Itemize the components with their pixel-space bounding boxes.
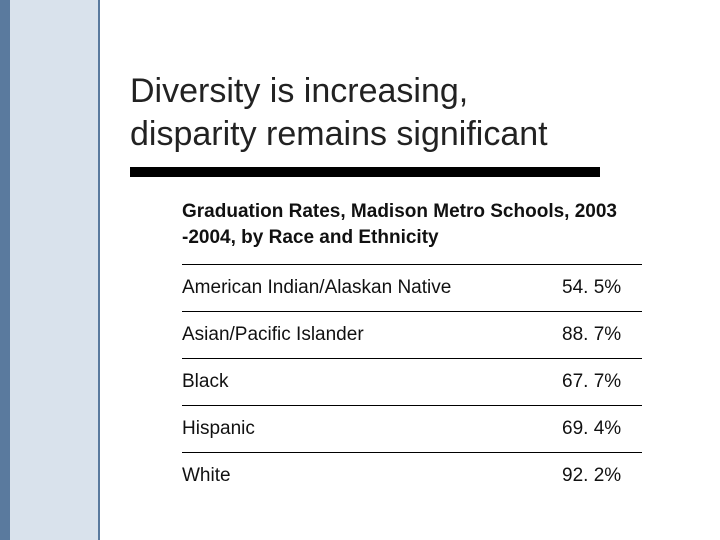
title-line-2: disparity remains significant xyxy=(130,115,548,153)
row-value: 88. 7% xyxy=(562,312,642,359)
row-label: American Indian/Alaskan Native xyxy=(182,265,562,312)
table-row: White 92. 2% xyxy=(182,453,642,500)
table-row: Asian/Pacific Islander 88. 7% xyxy=(182,312,642,359)
title-line-1: Diversity is increasing, xyxy=(130,72,468,110)
title-underline xyxy=(130,167,600,177)
graduation-rates-table: American Indian/Alaskan Native 54. 5% As… xyxy=(182,265,642,499)
slide-content: Diversity is increasing, disparity remai… xyxy=(130,70,690,499)
decorative-left-stripe xyxy=(0,0,100,540)
table-row: American Indian/Alaskan Native 54. 5% xyxy=(182,265,642,312)
table-row: Black 67. 7% xyxy=(182,359,642,406)
row-value: 67. 7% xyxy=(562,359,642,406)
row-label: Black xyxy=(182,359,562,406)
row-value: 92. 2% xyxy=(562,453,642,500)
table-header: Graduation Rates, Madison Metro Schools,… xyxy=(182,199,642,265)
row-label: Asian/Pacific Islander xyxy=(182,312,562,359)
row-value: 69. 4% xyxy=(562,406,642,453)
row-label: White xyxy=(182,453,562,500)
row-value: 54. 5% xyxy=(562,265,642,312)
data-table: Graduation Rates, Madison Metro Schools,… xyxy=(182,199,642,499)
row-label: Hispanic xyxy=(182,406,562,453)
table-row: Hispanic 69. 4% xyxy=(182,406,642,453)
slide-title: Diversity is increasing, disparity remai… xyxy=(130,70,690,155)
